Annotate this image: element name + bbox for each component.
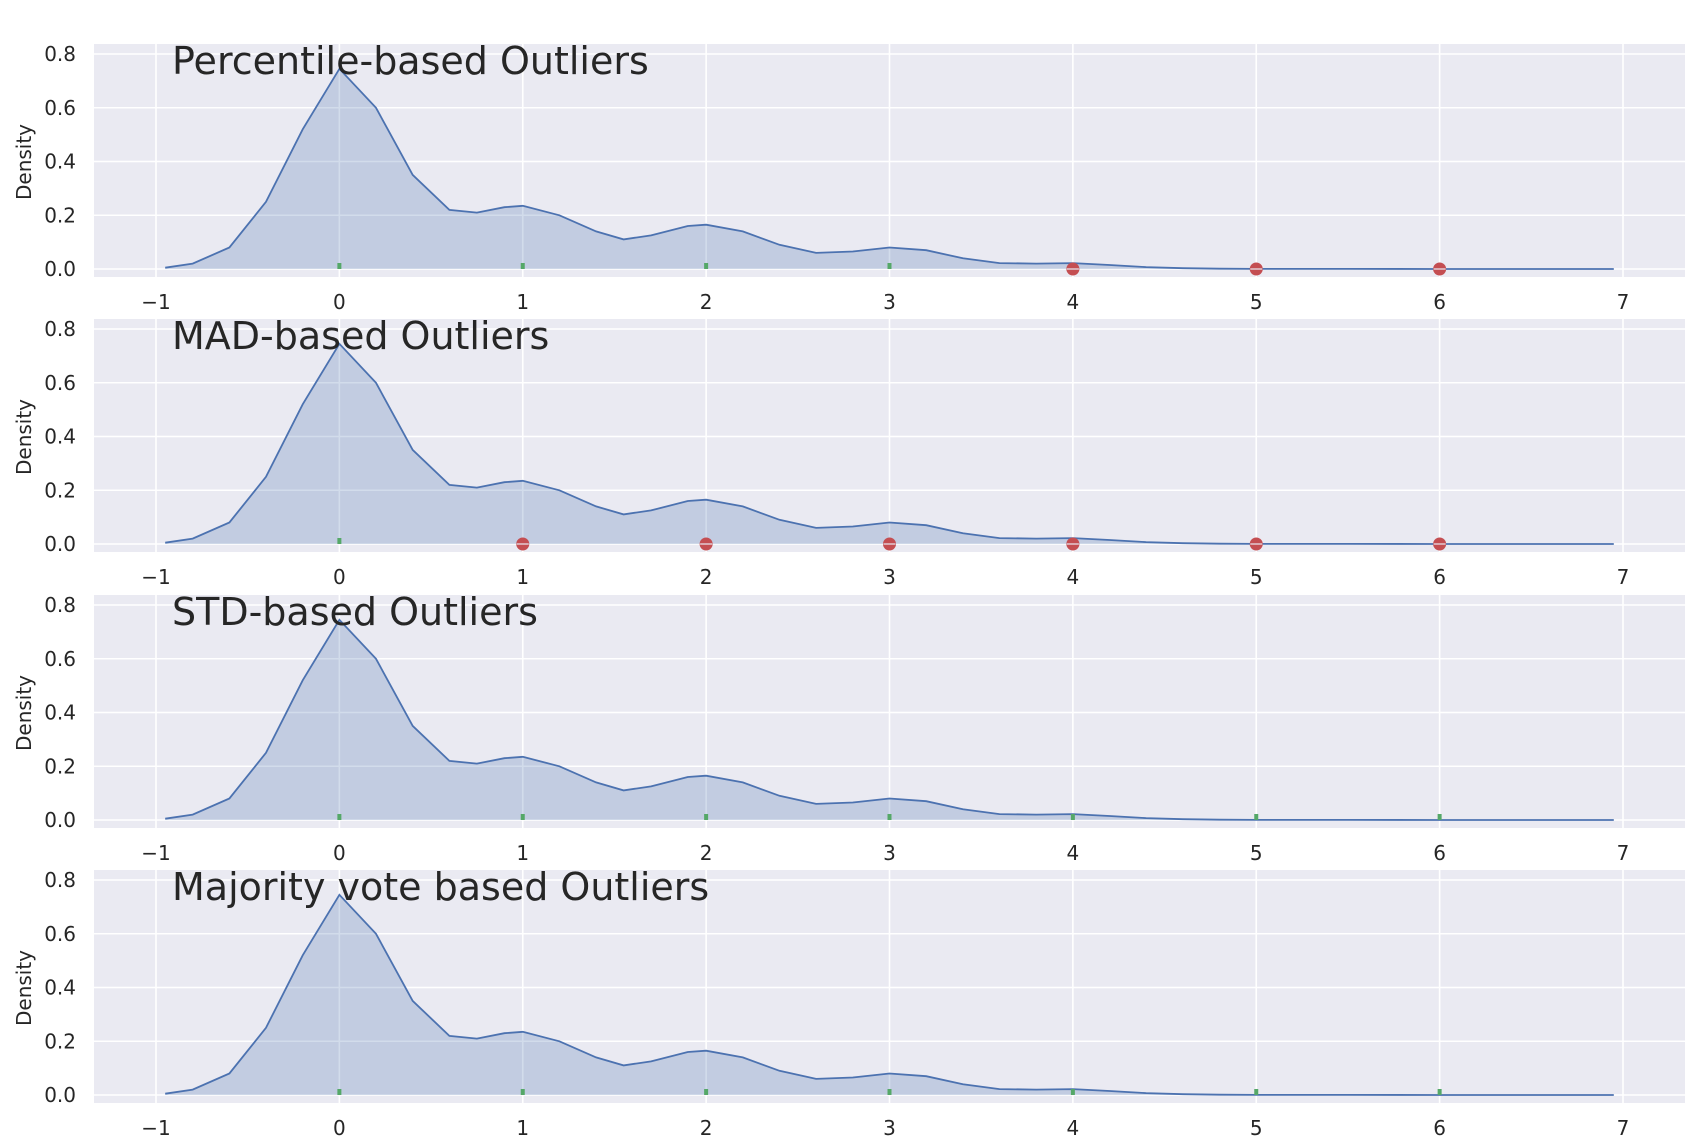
y-tick-label: 0.6 [44, 922, 76, 946]
inlier-marker [337, 263, 342, 269]
y-tick-label: 0.4 [44, 150, 76, 174]
density-area [165, 68, 1614, 269]
y-axis-label: Density [12, 950, 36, 1026]
x-tick-label: 4 [1067, 841, 1080, 865]
panel-title: Majority vote based Outliers [172, 865, 709, 909]
x-tick-label: 0 [333, 841, 346, 865]
x-tick-label: 7 [1617, 841, 1630, 865]
x-tick-label: 1 [516, 290, 529, 314]
y-tick-label: 0.4 [44, 701, 76, 725]
y-tick-label: 0.0 [44, 1083, 76, 1107]
inlier-marker [337, 1089, 342, 1095]
inlier-marker [1437, 1089, 1442, 1095]
x-tick-label: 0 [333, 1116, 346, 1140]
panel-1: 0.0 0.2 0.4 0.6 0.8 −1 0 1 2 3 4 5 6 7 Density Percenti… [12, 39, 1685, 314]
x-tick-label: 5 [1250, 565, 1263, 589]
x-tick-label: −1 [141, 1116, 170, 1140]
x-tick-label: −1 [141, 290, 170, 314]
y-tick-label: 0.0 [44, 257, 76, 281]
panel-title: MAD-based Outliers [172, 314, 549, 358]
density-line [165, 67, 1614, 270]
inlier-marker [520, 1089, 525, 1095]
x-tick-label: 5 [1250, 841, 1263, 865]
y-tick-label: 0.8 [44, 593, 76, 617]
x-tick-label: −1 [141, 565, 170, 589]
inlier-marker [704, 814, 709, 820]
x-tick-label: −1 [141, 841, 170, 865]
x-tick-label: 6 [1433, 565, 1446, 589]
x-tick-label: 2 [700, 841, 713, 865]
inlier-marker [1254, 1089, 1259, 1095]
inlier-marker [520, 263, 525, 269]
inlier-marker [1254, 814, 1259, 820]
inlier-marker [704, 1089, 709, 1095]
x-tick-label: 0 [333, 290, 346, 314]
inlier-marker [1437, 814, 1442, 820]
panel-title: STD-based Outliers [172, 590, 538, 634]
x-tick-label: 6 [1433, 290, 1446, 314]
x-tick-label: 3 [883, 290, 896, 314]
inlier-marker [1070, 814, 1075, 820]
inlier-marker [887, 814, 892, 820]
inlier-marker [704, 263, 709, 269]
y-tick-label: 0.2 [44, 1029, 76, 1053]
x-tick-label: 4 [1067, 290, 1080, 314]
x-tick-label: 4 [1067, 565, 1080, 589]
x-tick-label: 5 [1250, 290, 1263, 314]
inlier-marker [1070, 1089, 1075, 1095]
y-tick-label: 0.8 [44, 42, 76, 66]
density-line [165, 342, 1614, 545]
density-area [165, 343, 1614, 544]
y-tick-label: 0.2 [44, 754, 76, 778]
inlier-marker [520, 814, 525, 820]
density-area [165, 894, 1614, 1095]
y-tick-label: 0.6 [44, 371, 76, 395]
y-tick-label: 0.2 [44, 478, 76, 502]
x-tick-label: 4 [1067, 1116, 1080, 1140]
x-tick-label: 1 [516, 565, 529, 589]
y-tick-label: 0.0 [44, 532, 76, 556]
x-tick-label: 2 [700, 1116, 713, 1140]
inlier-marker [887, 263, 892, 269]
x-tick-label: 2 [700, 290, 713, 314]
y-axis-label: Density [12, 399, 36, 475]
y-axis-label: Density [12, 675, 36, 751]
x-tick-label: 3 [883, 841, 896, 865]
x-tick-label: 7 [1617, 565, 1630, 589]
density-area [165, 619, 1614, 820]
x-tick-label: 3 [883, 565, 896, 589]
x-tick-label: 1 [516, 841, 529, 865]
y-tick-label: 0.6 [44, 647, 76, 671]
panel-3: 0.0 0.2 0.4 0.6 0.8 −1 0 1 2 3 4 5 6 7 Density STD-base… [12, 590, 1685, 865]
y-tick-label: 0.8 [44, 317, 76, 341]
x-tick-label: 7 [1617, 290, 1630, 314]
x-tick-label: 0 [333, 565, 346, 589]
panel-4: 0.0 0.2 0.4 0.6 0.8 −1 0 1 2 3 4 5 6 7 Density Majority… [12, 865, 1685, 1140]
x-tick-label: 1 [516, 1116, 529, 1140]
y-tick-label: 0.6 [44, 96, 76, 120]
x-tick-label: 3 [883, 1116, 896, 1140]
x-tick-label: 6 [1433, 1116, 1446, 1140]
density-line [165, 618, 1614, 821]
inlier-marker [887, 1089, 892, 1095]
x-tick-label: 7 [1617, 1116, 1630, 1140]
panel-title: Percentile-based Outliers [172, 39, 649, 83]
inlier-marker [337, 814, 342, 820]
density-line [165, 893, 1614, 1096]
y-tick-label: 0.0 [44, 808, 76, 832]
x-tick-label: 5 [1250, 1116, 1263, 1140]
inlier-marker [337, 538, 342, 544]
y-tick-label: 0.8 [44, 868, 76, 892]
y-axis-label: Density [12, 124, 36, 200]
x-tick-label: 2 [700, 565, 713, 589]
y-tick-label: 0.2 [44, 203, 76, 227]
y-tick-label: 0.4 [44, 425, 76, 449]
panel-2: 0.0 0.2 0.4 0.6 0.8 −1 0 1 2 3 4 5 6 7 Density MAD-base… [12, 314, 1685, 589]
x-tick-label: 6 [1433, 841, 1446, 865]
y-tick-label: 0.4 [44, 976, 76, 1000]
